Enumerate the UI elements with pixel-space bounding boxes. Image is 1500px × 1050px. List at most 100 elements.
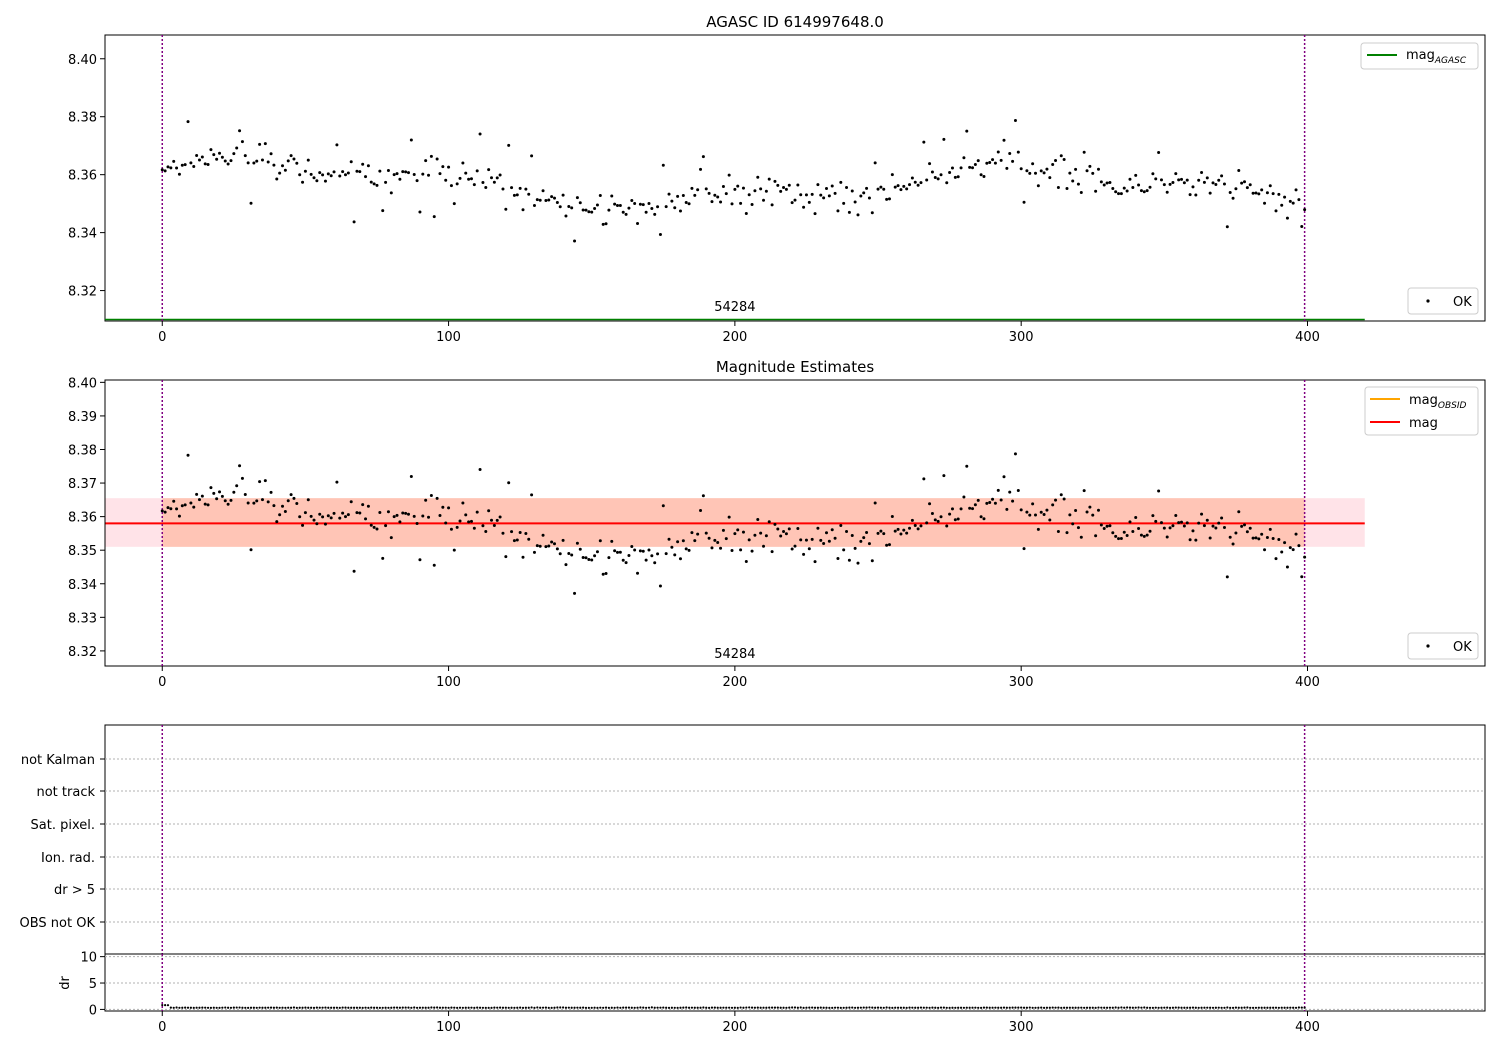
dr-point (249, 1006, 253, 1009)
ok-point (1260, 188, 1264, 192)
y-tick-label: 8.40 (68, 53, 97, 68)
ok-point (1111, 531, 1115, 535)
ok-point (263, 479, 267, 483)
ok-point (1085, 169, 1089, 173)
ok-point (1022, 547, 1026, 551)
dr-point (1206, 1006, 1209, 1009)
ok-point (581, 208, 585, 212)
ok-point (850, 534, 854, 538)
dr-point (1189, 1006, 1192, 1009)
ok-point (1068, 171, 1072, 175)
dr-point (965, 1006, 968, 1009)
ok-point (378, 511, 382, 515)
dr-point (805, 1006, 808, 1009)
ok-point (1117, 192, 1121, 196)
dr-x-axis: 0 100 200 300 400 (158, 1011, 1320, 1035)
ok-point (283, 510, 287, 514)
ok-point (1208, 191, 1212, 195)
ok-point (1019, 508, 1023, 512)
dr-point (361, 1006, 364, 1009)
dr-point (616, 1006, 619, 1009)
ok-point (564, 563, 568, 567)
ok-point (521, 208, 525, 212)
ok-point (349, 160, 353, 164)
ok-point (1065, 531, 1069, 535)
ok-point (996, 488, 1000, 492)
dr-point (702, 1006, 705, 1009)
dr-point (756, 1006, 759, 1009)
dr-point (908, 1006, 911, 1009)
ok-point (435, 496, 439, 500)
dr-point (1269, 1006, 1272, 1009)
magnitude-y-axis: 8.32 8.33 8.34 8.35 8.36 8.37 8.38 8.39 8.40 (68, 376, 105, 660)
ok-point (887, 197, 891, 201)
ok-point (741, 530, 745, 534)
dr-point (310, 1006, 313, 1009)
ok-point (1234, 531, 1238, 535)
y-tick-label: 8.36 (68, 169, 97, 184)
dr-point (553, 1006, 556, 1009)
dr-point (879, 1006, 882, 1009)
magnitude-plot-frame (104, 379, 1486, 667)
dr-point (278, 1006, 281, 1009)
ok-point (1105, 181, 1109, 185)
x-tick-label: 0 (158, 1020, 166, 1035)
ok-point (658, 233, 662, 237)
ok-point (724, 537, 728, 541)
ok-point (321, 515, 325, 519)
ok-point (759, 187, 763, 191)
ok-point (1220, 516, 1224, 520)
ok-point (501, 531, 505, 535)
ok-point (398, 520, 402, 524)
ok-point (289, 154, 293, 158)
dr-point (541, 1006, 545, 1009)
ok-point (1157, 489, 1161, 493)
dr-point (776, 1006, 779, 1009)
ok-point (438, 172, 442, 176)
ok-point (802, 205, 806, 209)
ok-point (444, 521, 448, 525)
ok-point (447, 506, 451, 510)
y-tick-label: 8.40 (68, 376, 97, 391)
ok-point (1114, 534, 1118, 538)
magnitude-estimates-title: Magnitude Estimates (716, 358, 874, 376)
ok-point (630, 198, 634, 202)
dr-point (547, 1006, 550, 1009)
ok-point (1051, 162, 1055, 166)
ok-point (604, 222, 608, 226)
ok-point (942, 137, 946, 141)
ok-point (1117, 537, 1121, 541)
dr-point (630, 1006, 633, 1009)
ok-point (833, 191, 837, 195)
ok-point (343, 173, 347, 177)
ok-point (1240, 181, 1244, 185)
ok-point (716, 540, 720, 544)
ok-point (567, 205, 571, 209)
dr-point (287, 1006, 290, 1009)
ok-point (1122, 186, 1126, 190)
y-tick-label: 8.34 (68, 578, 97, 593)
ok-point (847, 210, 851, 214)
dr-point (679, 1006, 682, 1009)
ok-point (615, 550, 619, 554)
ok-point (953, 518, 957, 522)
ok-point (1025, 510, 1029, 514)
ok-point (962, 156, 966, 160)
ok-point (590, 558, 594, 562)
ok-point (355, 511, 359, 515)
ok-point (633, 202, 637, 206)
ok-point (389, 191, 393, 195)
ok-point (341, 511, 345, 515)
ok-point (979, 515, 983, 519)
flag-label: OBS not OK (20, 916, 96, 931)
dr-point (393, 1006, 396, 1009)
ok-point (166, 506, 170, 510)
dr-point (284, 1006, 287, 1009)
ok-point (607, 556, 611, 560)
dr-point (1151, 1006, 1154, 1009)
ok-point (332, 511, 336, 515)
dr-point (521, 1006, 525, 1009)
dr-point (550, 1006, 553, 1009)
dr-point (1100, 1006, 1103, 1009)
ok-point (853, 546, 857, 550)
